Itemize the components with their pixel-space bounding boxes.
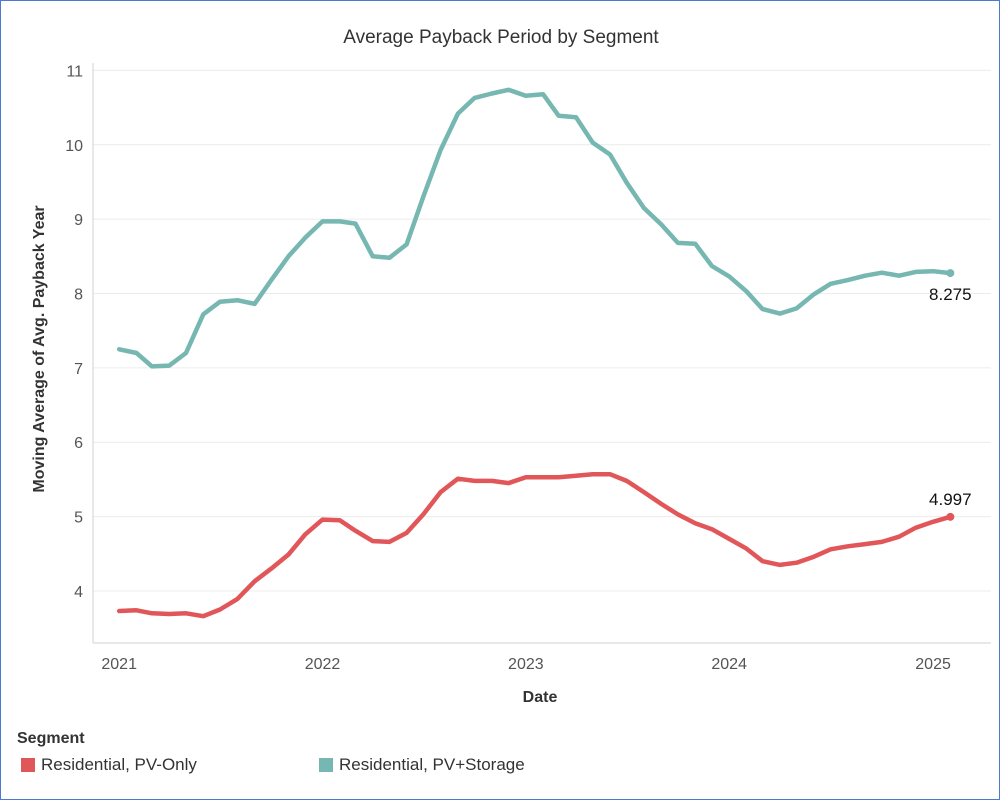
series-line-0 [116,471,953,619]
x-tick-label-2022: 2022 [305,656,341,673]
legend-title: Segment [17,730,85,747]
series-endpoints: 4.997 8.275 [929,269,972,521]
legend-item-pv-only[interactable]: Residential, PV-Only [21,755,197,775]
y-tick-label-5: 5 [74,510,83,527]
x-tick-label-2025: 2025 [915,656,951,673]
axes [92,63,991,644]
y-tick-label-10: 10 [65,138,83,155]
y-tick-label-8: 8 [74,287,83,304]
y-tick-labels: 4 5 6 7 8 9 10 11 [65,63,83,601]
chart-title: Average Payback Period by Segment [343,27,659,48]
x-tick-label-2024: 2024 [711,656,747,673]
y-tick-label-11: 11 [66,63,83,80]
y-tick-label-6: 6 [74,435,83,452]
x-tick-label-2021: 2021 [101,656,137,673]
series-end-label-1: 8.275 [929,285,972,304]
x-tick-label-2023: 2023 [508,656,544,673]
legend-swatch-pv-storage [319,758,333,772]
x-axis-title: Date [523,689,558,706]
legend-swatch-pv-only [21,758,35,772]
legend-label-pv-only: Residential, PV-Only [41,755,197,774]
y-tick-label-9: 9 [74,212,83,229]
series-endpoint-0 [946,512,955,521]
legend-label-pv-storage: Residential, PV+Storage [339,755,525,774]
legend-item-pv-storage[interactable]: Residential, PV+Storage [319,755,525,775]
series-line-1 [116,87,953,369]
y-axis-title: Moving Average of Avg. Payback Year [31,205,48,492]
series-endpoint-1 [946,269,955,278]
series-end-label-0: 4.997 [929,490,972,509]
x-tick-labels: 2021 2022 2023 2024 2025 [101,656,951,673]
gridlines [93,69,991,592]
y-tick-label-4: 4 [74,584,83,601]
y-tick-label-7: 7 [74,361,83,378]
series-lines [116,87,953,619]
